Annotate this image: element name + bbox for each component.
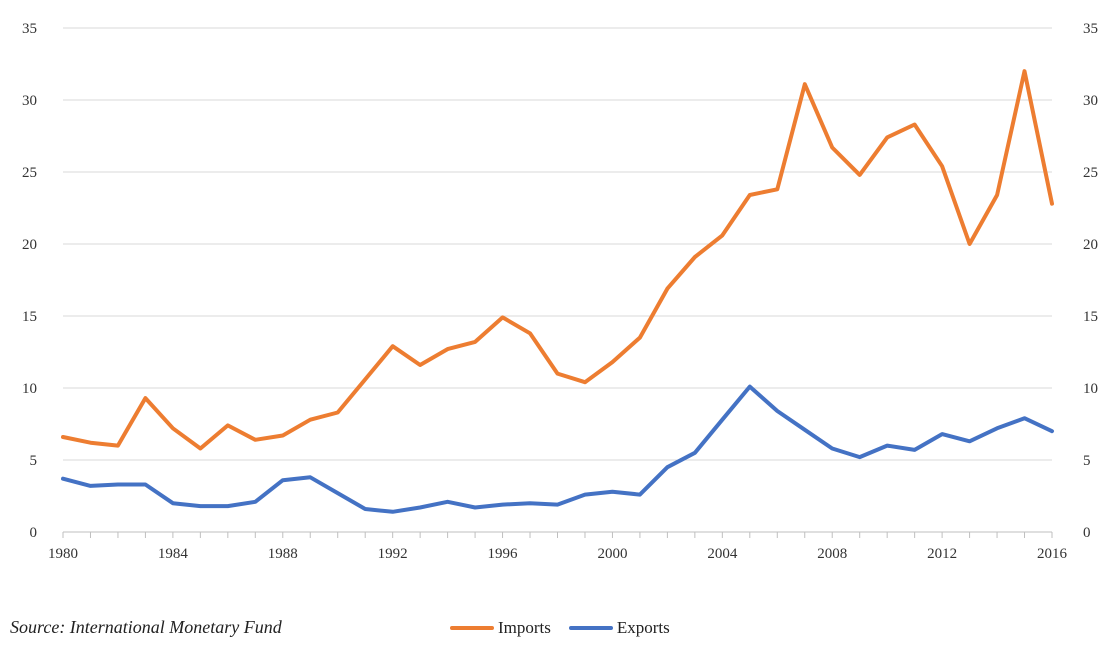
y-tick-left-15: 15: [22, 309, 37, 325]
y-tick-right-25: 25: [1083, 165, 1098, 181]
y-tick-right-15: 15: [1083, 309, 1098, 325]
x-tick-2016: 2016: [1037, 546, 1068, 562]
legend-swatch-imports: [450, 626, 494, 630]
legend-item-imports: Imports: [450, 618, 551, 638]
legend: Imports Exports: [450, 618, 688, 638]
y-tick-left-10: 10: [22, 381, 37, 397]
y-tick-left-0: 0: [30, 525, 38, 541]
axes: [62, 531, 1053, 538]
x-tick-2008: 2008: [817, 546, 847, 562]
y-tick-right-20: 20: [1083, 237, 1098, 253]
x-tick-1988: 1988: [268, 546, 298, 562]
x-tick-2004: 2004: [707, 546, 738, 562]
gridlines: [63, 27, 1052, 461]
series-lines: [61, 69, 1054, 514]
y-tick-right-10: 10: [1083, 381, 1098, 397]
y-tick-left-5: 5: [30, 453, 38, 469]
y-tick-left-30: 30: [22, 93, 37, 109]
legend-label-exports: Exports: [616, 618, 670, 637]
series-line-imports: [61, 69, 1054, 451]
legend-label-imports: Imports: [498, 618, 551, 637]
y-tick-right-35: 35: [1083, 21, 1098, 37]
y-tick-left-35: 35: [22, 21, 37, 37]
y-tick-left-20: 20: [22, 237, 37, 253]
x-tick-2000: 2000: [597, 546, 627, 562]
y-tick-left-25: 25: [22, 165, 37, 181]
y-tick-right-0: 0: [1083, 525, 1091, 541]
legend-item-exports: Exports: [568, 618, 670, 638]
y-tick-right-5: 5: [1083, 453, 1091, 469]
source-note: Source: International Monetary Fund: [10, 617, 282, 637]
x-tick-1992: 1992: [378, 546, 408, 562]
y-tick-right-30: 30: [1083, 93, 1098, 109]
legend-swatch-exports: [568, 626, 613, 630]
x-tick-1984: 1984: [158, 546, 189, 562]
x-tick-1980: 1980: [48, 546, 78, 562]
x-tick-2012: 2012: [927, 546, 957, 562]
x-tick-1996: 1996: [488, 546, 519, 562]
series-line-exports: [61, 384, 1054, 514]
tick-labels: 0 0 5 5 10 10 15 15 20 20 25 25 30 30 35 35 1980 1984 1988…: [22, 21, 1098, 562]
